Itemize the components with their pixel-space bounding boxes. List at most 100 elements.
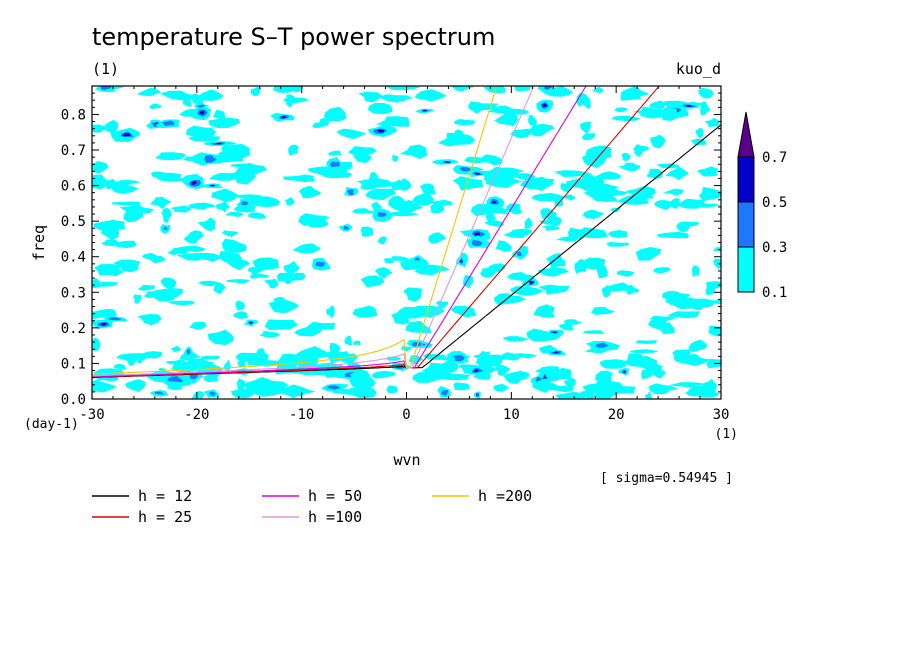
contour-level-1 bbox=[582, 209, 605, 219]
contour-level-1 bbox=[582, 330, 606, 334]
x-axis-unit: (1) bbox=[715, 427, 738, 442]
contour-level-1 bbox=[352, 208, 374, 214]
contour-level-1 bbox=[531, 193, 565, 202]
contour-level-2 bbox=[167, 376, 183, 383]
contour-level-2 bbox=[330, 161, 340, 168]
contour-level-1 bbox=[113, 259, 141, 273]
contour-level-1 bbox=[153, 374, 168, 383]
contour-level-1 bbox=[537, 267, 569, 277]
contour-level-1 bbox=[620, 86, 650, 101]
contour-level-1 bbox=[185, 125, 217, 138]
contour-level-1 bbox=[644, 391, 652, 399]
contour-level-1 bbox=[237, 378, 246, 392]
contour-level-2 bbox=[154, 391, 164, 395]
contour-level-2 bbox=[162, 120, 175, 126]
contour-level-1 bbox=[509, 286, 544, 296]
contour-level-1 bbox=[201, 89, 220, 97]
contour-level-1 bbox=[400, 144, 428, 159]
contour-level-1 bbox=[171, 345, 182, 353]
contour-level-1 bbox=[167, 247, 188, 256]
contour-level-2 bbox=[377, 211, 387, 217]
contour-level-1 bbox=[203, 374, 219, 383]
contour-level-1 bbox=[152, 291, 175, 302]
contour-level-2 bbox=[543, 86, 553, 90]
contour-level-1 bbox=[324, 106, 347, 122]
contour-level-1 bbox=[662, 188, 684, 196]
y-tick-label: 0.5 bbox=[61, 214, 86, 230]
contour-level-1 bbox=[374, 267, 393, 279]
contour-level-1 bbox=[532, 378, 559, 393]
y-tick-label: 0.8 bbox=[61, 107, 86, 123]
contour-level-1 bbox=[574, 258, 587, 274]
contour-level-1 bbox=[259, 330, 281, 338]
contour-level-1 bbox=[713, 258, 721, 270]
contour-level-1 bbox=[392, 154, 399, 162]
contour-level-1 bbox=[616, 270, 635, 277]
contour-level-1 bbox=[161, 208, 172, 223]
contour-level-1 bbox=[264, 319, 298, 330]
colorbar-segment bbox=[737, 246, 755, 293]
contour-level-1 bbox=[183, 96, 193, 107]
colorbar-level-label: 0.5 bbox=[762, 195, 787, 211]
contour-level-1 bbox=[635, 247, 662, 261]
contour-level-3 bbox=[475, 172, 480, 175]
contour-level-1 bbox=[583, 97, 591, 110]
contour-level-1 bbox=[101, 239, 119, 247]
contour-level-2 bbox=[108, 317, 122, 321]
contour-level-1 bbox=[430, 199, 453, 206]
contour-level-3 bbox=[191, 180, 197, 185]
contour-level-1 bbox=[226, 279, 251, 284]
chart-title: temperature S–T power spectrum bbox=[92, 23, 495, 51]
colorbar-level-label: 0.1 bbox=[762, 285, 787, 301]
contour-level-1 bbox=[701, 381, 713, 388]
contour-level-1 bbox=[494, 364, 511, 376]
contour-level-1 bbox=[149, 103, 162, 110]
contour-level-1 bbox=[176, 253, 211, 261]
contour-level-1 bbox=[286, 94, 296, 108]
contour-level-1 bbox=[618, 164, 641, 172]
contour-level-3 bbox=[542, 103, 547, 107]
legend-label-h12: h = 12 bbox=[138, 487, 192, 505]
contour-level-1 bbox=[568, 227, 588, 239]
contour-level-3 bbox=[422, 110, 427, 112]
contour-level-1 bbox=[629, 355, 657, 365]
contour-level-1 bbox=[705, 281, 721, 290]
contour-level-1 bbox=[329, 343, 341, 354]
contour-level-1 bbox=[112, 201, 141, 206]
contour-level-1 bbox=[420, 183, 437, 196]
contour-level-1 bbox=[454, 119, 476, 126]
contour-level-1 bbox=[485, 211, 497, 224]
contour-level-1 bbox=[452, 176, 484, 191]
contour-level-1 bbox=[188, 202, 217, 210]
contour-level-1 bbox=[327, 150, 342, 156]
legend-label-h50: h = 50 bbox=[308, 487, 362, 505]
contour-level-3 bbox=[623, 370, 626, 373]
contour-level-1 bbox=[526, 328, 563, 342]
contour-level-1 bbox=[137, 284, 155, 291]
colorbar-segment bbox=[737, 156, 755, 203]
contour-level-3 bbox=[460, 259, 463, 263]
contour-level-1 bbox=[435, 300, 449, 309]
x-tick-label: 20 bbox=[608, 407, 625, 423]
contour-level-2 bbox=[459, 167, 473, 172]
y-axis-unit: (day-1) bbox=[24, 417, 79, 432]
contour-level-3 bbox=[100, 322, 107, 326]
contour-level-1 bbox=[150, 171, 165, 178]
contour-level-1 bbox=[706, 378, 717, 392]
contour-level-1 bbox=[484, 220, 504, 227]
contour-level-1 bbox=[377, 236, 387, 245]
x-tick-label: -30 bbox=[79, 407, 104, 423]
contour-level-1 bbox=[195, 363, 224, 373]
contour-level-1 bbox=[155, 172, 184, 182]
contour-level-1 bbox=[579, 121, 591, 134]
contour-level-1 bbox=[656, 107, 678, 121]
y-tick-label: 0.4 bbox=[61, 250, 86, 266]
contour-level-1 bbox=[667, 311, 701, 319]
contour-level-1 bbox=[665, 293, 691, 306]
contour-level-1 bbox=[587, 181, 600, 196]
contour-level-1 bbox=[114, 363, 127, 370]
contour-level-1 bbox=[326, 305, 335, 319]
contour-level-1 bbox=[600, 360, 626, 369]
contour-level-1 bbox=[483, 86, 506, 94]
contour-level-1 bbox=[488, 263, 506, 274]
